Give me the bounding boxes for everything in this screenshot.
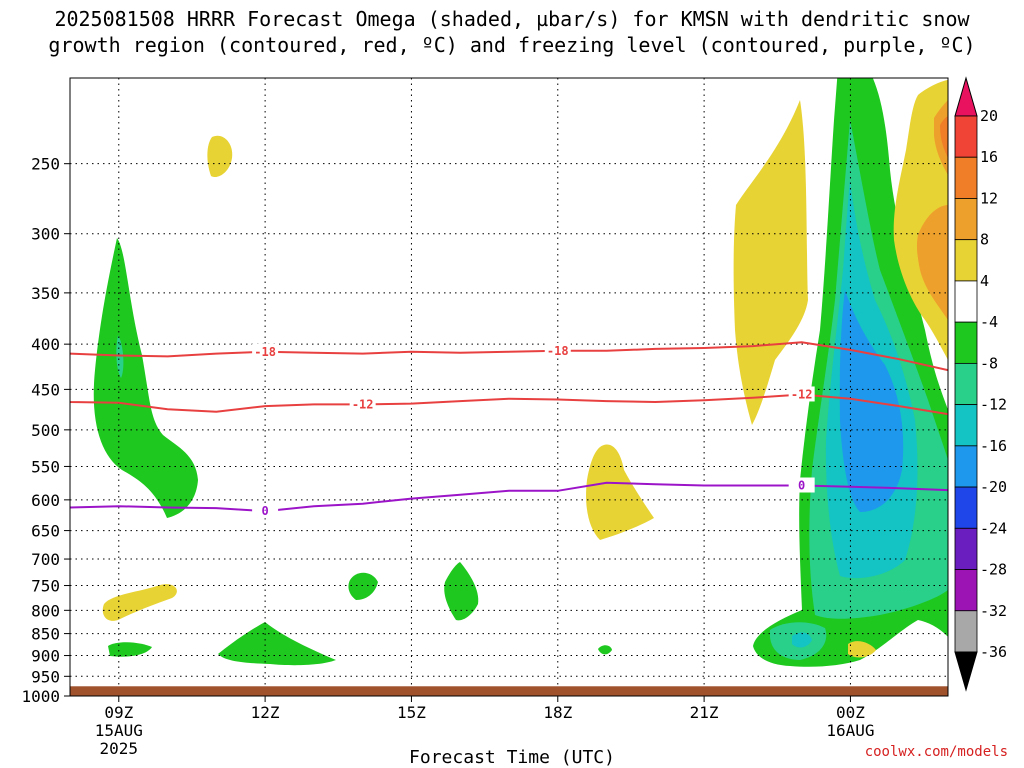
- contour-label--18-0: -18: [254, 345, 276, 359]
- colorbar-label-8: 8: [980, 231, 989, 249]
- colorbar-swatch-4: [954, 239, 978, 282]
- contour-label-bg--18-0: [252, 343, 279, 359]
- title-line-2: growth region (contoured, red, ºC) and f…: [48, 33, 976, 57]
- contour-label-0-1: 0: [798, 479, 805, 493]
- colorbar-swatch-10: [954, 486, 978, 529]
- y-tick-label-650: 650: [31, 522, 60, 541]
- colorbar-label--24: -24: [980, 519, 1007, 537]
- colorbar-label--16: -16: [980, 437, 1007, 455]
- x-tick-label-12Z: 12Z: [251, 703, 280, 722]
- y-tick-label-800: 800: [31, 601, 60, 620]
- x-axis-label: Forecast Time (UTC): [409, 747, 615, 768]
- colorbar-label-16: 16: [980, 148, 998, 166]
- colorbar-swatch-8: [954, 404, 978, 447]
- omega-yellow-08z: [102, 584, 177, 621]
- colorbar-swatch-2: [954, 156, 978, 199]
- contour-label-bg--12-0: [349, 396, 376, 412]
- y-tick-label-250: 250: [31, 155, 60, 174]
- contour-label--18-1: -18: [547, 344, 569, 358]
- colorbar: 20 16 12 8 4 -4 -8 -12 -16 -20 -24 -28 -32 -36: [954, 76, 1007, 692]
- x-tick-label-18Z: 18Z: [543, 703, 572, 722]
- ground-below-surface: [70, 686, 948, 696]
- omega-yellow-00z-low: [848, 641, 876, 658]
- colorbar-swatch-9: [954, 445, 978, 488]
- colorbar-swatch-7: [954, 362, 978, 406]
- colorbar-label--12: -12: [980, 396, 1007, 414]
- colorbar-label--36: -36: [980, 643, 1007, 661]
- y-tick-label-950: 950: [31, 667, 60, 686]
- colorbar-swatch-1: [954, 115, 978, 158]
- colorbar-swatch-6: [954, 321, 978, 364]
- colorbar-label--8: -8: [980, 354, 998, 372]
- x-tick-label-21Z: 21Z: [690, 703, 719, 722]
- y-axis: 250 300 350 400 450 500 550 600 650 700 750 800 850 9…: [21, 155, 70, 706]
- omega-red-right: [940, 116, 948, 158]
- colorbar-swatch-5: [954, 280, 978, 323]
- contour-label-bg--18-1: [544, 342, 571, 358]
- colorbar-label-4: 4: [980, 272, 989, 290]
- colorbar-top-arrow: [954, 76, 978, 117]
- omega-orange-right-1: [934, 100, 948, 175]
- colorbar-label--28: -28: [980, 561, 1007, 579]
- omega-green-lowlevel-2: [218, 622, 336, 666]
- colorbar-swatch-11: [954, 527, 978, 570]
- contour-label-bg-0-1: [788, 477, 815, 493]
- y-tick-label-600: 600: [31, 491, 60, 510]
- omega-cyan-low: [792, 632, 812, 648]
- omega-green-lowlevel-4: [444, 562, 479, 621]
- omega-yellow-11z: [207, 135, 233, 178]
- y-tick-label-900: 900: [31, 647, 60, 666]
- colorbar-swatch-12: [954, 569, 978, 612]
- y-tick-label-450: 450: [31, 380, 60, 399]
- credit-text: coolwx.com/models: [864, 744, 1008, 760]
- contour-line--18: [70, 341, 948, 372]
- y-tick-label-550: 550: [31, 457, 60, 476]
- y-tick-label-1000: 1000: [21, 687, 60, 706]
- contour-label-bg--12-1: [788, 386, 815, 402]
- contour-lines: -18 -18 -12 -12 0 0: [70, 341, 948, 519]
- contour-label-bg-0-0: [252, 503, 279, 519]
- omega-green-09z: [93, 238, 198, 518]
- contour-label-0-0: 0: [261, 504, 268, 518]
- y-tick-label-500: 500: [31, 421, 60, 440]
- x-tick-sublabel-2025: 2025: [100, 739, 139, 758]
- y-tick-label-300: 300: [31, 225, 60, 244]
- contour-label--12-1: -12: [791, 387, 813, 401]
- title-line-1: 2025081508 HRRR Forecast Omega (shaded, …: [54, 7, 970, 31]
- y-tick-label-850: 850: [31, 625, 60, 644]
- omega-yellow-19z: [586, 444, 654, 540]
- grid-lines: [70, 78, 948, 696]
- y-tick-label-700: 700: [31, 550, 60, 569]
- colorbar-label-12: 12: [980, 189, 998, 207]
- x-tick-sublabel-16AUG: 16AUG: [826, 721, 874, 740]
- colorbar-label--20: -20: [980, 478, 1007, 496]
- y-tick-label-750: 750: [31, 577, 60, 596]
- plot-area: -18 -18 -12 -12 0 0: [69, 77, 949, 697]
- omega-green-lowlevel-5: [598, 645, 612, 655]
- colorbar-swatch-3: [954, 198, 978, 241]
- x-tick-sublabel-15AUG: 15AUG: [95, 721, 143, 740]
- plot-frame: [69, 77, 949, 697]
- omega-green-lowlevel-3: [348, 572, 378, 600]
- x-tick-label-00Z: 00Z: [836, 703, 865, 722]
- contour-label--12-0: -12: [352, 397, 374, 411]
- colorbar-swatch-13: [954, 610, 978, 653]
- x-tick-label-09Z: 09Z: [104, 703, 133, 722]
- colorbar-label--4: -4: [980, 313, 998, 331]
- colorbar-label--32: -32: [980, 602, 1007, 620]
- colorbar-bottom-arrow: [954, 651, 978, 692]
- chart-title: 2025081508 HRRR Forecast Omega (shaded, …: [0, 6, 1024, 58]
- colorbar-label-20: 20: [980, 107, 998, 125]
- y-tick-label-400: 400: [31, 335, 60, 354]
- y-tick-label-350: 350: [31, 284, 60, 303]
- x-tick-label-15Z: 15Z: [397, 703, 426, 722]
